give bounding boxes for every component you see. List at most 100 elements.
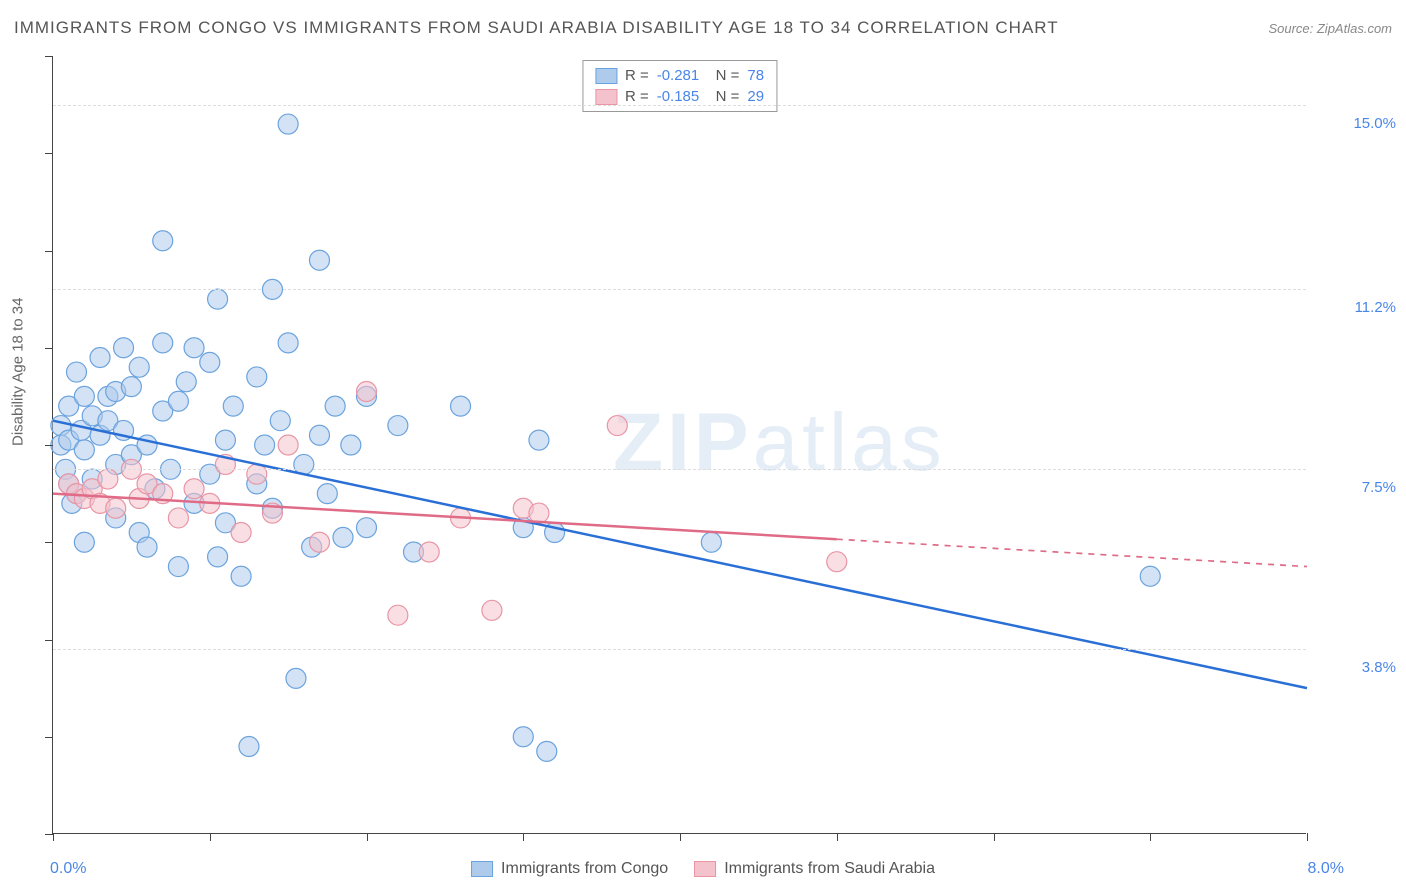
- scatter-point: [231, 566, 251, 586]
- scatter-point: [388, 605, 408, 625]
- legend-label: Immigrants from Congo: [501, 860, 668, 878]
- scatter-point: [184, 479, 204, 499]
- legend-n-label: N =: [707, 88, 739, 105]
- scatter-point: [168, 508, 188, 528]
- scatter-point: [278, 333, 298, 353]
- gridline: [53, 469, 1306, 470]
- scatter-point: [278, 114, 298, 134]
- scatter-point: [215, 430, 235, 450]
- scatter-point: [333, 527, 353, 547]
- scatter-point: [529, 503, 549, 523]
- legend-label: Immigrants from Saudi Arabia: [724, 860, 935, 878]
- scatter-point: [98, 469, 118, 489]
- x-tick: [994, 833, 995, 841]
- scatter-point: [106, 498, 126, 518]
- legend-n-value: 29: [747, 88, 764, 105]
- legend-n-label: N =: [707, 67, 739, 84]
- x-axis-end: 8.0%: [1308, 860, 1344, 878]
- legend-swatch: [595, 68, 617, 84]
- x-axis-start: 0.0%: [50, 860, 86, 878]
- scatter-point: [537, 741, 557, 761]
- scatter-point: [482, 600, 502, 620]
- scatter-point: [137, 537, 157, 557]
- legend-swatch: [471, 861, 493, 877]
- x-tick: [1150, 833, 1151, 841]
- scatter-point: [827, 552, 847, 572]
- scatter-point: [513, 727, 533, 747]
- chart-title: IMMIGRANTS FROM CONGO VS IMMIGRANTS FROM…: [14, 18, 1059, 38]
- scatter-point: [168, 391, 188, 411]
- y-grid-label: 15.0%: [1353, 115, 1396, 132]
- scatter-point: [247, 464, 267, 484]
- legend-swatch: [595, 89, 617, 105]
- scatter-point: [184, 338, 204, 358]
- y-grid-label: 7.5%: [1362, 479, 1396, 496]
- scatter-point: [90, 347, 110, 367]
- y-tick: [45, 56, 53, 57]
- scatter-point: [419, 542, 439, 562]
- legend-r-value: -0.185: [657, 88, 700, 105]
- series-legend: Immigrants from Congo Immigrants from Sau…: [471, 860, 935, 878]
- plot-area: ZIPatlas R = -0.281 N = 78R = -0.185 N =…: [52, 56, 1306, 834]
- scatter-point: [278, 435, 298, 455]
- y-tick: [45, 445, 53, 446]
- scatter-point: [270, 411, 290, 431]
- scatter-point: [309, 250, 329, 270]
- scatter-point: [129, 357, 149, 377]
- scatter-point: [309, 425, 329, 445]
- scatter-point: [200, 352, 220, 372]
- scatter-point: [529, 430, 549, 450]
- legend-r-value: -0.281: [657, 67, 700, 84]
- y-tick: [45, 834, 53, 835]
- legend-item: Immigrants from Saudi Arabia: [694, 860, 935, 878]
- chart-container: IMMIGRANTS FROM CONGO VS IMMIGRANTS FROM…: [0, 0, 1406, 892]
- scatter-point: [317, 484, 337, 504]
- legend-swatch: [694, 861, 716, 877]
- scatter-point: [223, 396, 243, 416]
- scatter-point: [247, 367, 267, 387]
- x-tick: [367, 833, 368, 841]
- scatter-point: [309, 532, 329, 552]
- scatter-point: [168, 557, 188, 577]
- scatter-point: [67, 362, 87, 382]
- scatter-point: [239, 736, 259, 756]
- scatter-point: [357, 518, 377, 538]
- y-tick: [45, 542, 53, 543]
- title-bar: IMMIGRANTS FROM CONGO VS IMMIGRANTS FROM…: [14, 18, 1392, 38]
- scatter-point: [176, 372, 196, 392]
- x-tick: [837, 833, 838, 841]
- gridline: [53, 649, 1306, 650]
- x-tick: [53, 833, 54, 841]
- y-tick: [45, 640, 53, 641]
- scatter-point: [701, 532, 721, 552]
- scatter-point: [451, 396, 471, 416]
- y-grid-label: 3.8%: [1362, 659, 1396, 676]
- y-tick: [45, 153, 53, 154]
- legend-n-value: 78: [747, 67, 764, 84]
- scatter-point: [74, 386, 94, 406]
- scatter-point: [121, 377, 141, 397]
- scatter-point: [231, 523, 251, 543]
- x-tick: [680, 833, 681, 841]
- trend-line: [53, 421, 1307, 688]
- scatter-point: [74, 440, 94, 460]
- trend-line-dashed: [837, 539, 1307, 566]
- gridline: [53, 105, 1306, 106]
- y-tick: [45, 737, 53, 738]
- scatter-point: [341, 435, 361, 455]
- legend-row: R = -0.281 N = 78: [595, 65, 764, 86]
- scatter-svg: [53, 56, 1306, 833]
- scatter-point: [286, 668, 306, 688]
- scatter-point: [325, 396, 345, 416]
- scatter-point: [153, 231, 173, 251]
- scatter-point: [208, 547, 228, 567]
- scatter-point: [357, 382, 377, 402]
- legend-r-label: R =: [625, 88, 649, 105]
- source-label: Source: ZipAtlas.com: [1268, 21, 1392, 36]
- y-tick: [45, 348, 53, 349]
- legend-r-label: R =: [625, 67, 649, 84]
- y-tick: [45, 251, 53, 252]
- scatter-point: [388, 416, 408, 436]
- y-grid-label: 11.2%: [1355, 299, 1396, 316]
- scatter-point: [153, 333, 173, 353]
